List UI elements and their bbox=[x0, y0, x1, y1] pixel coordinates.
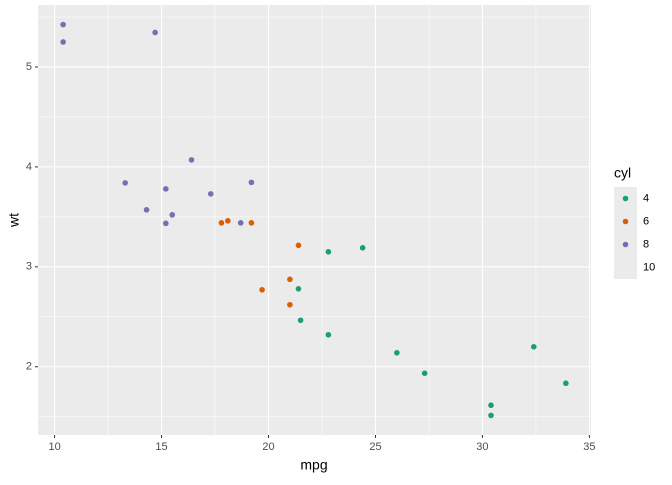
point bbox=[287, 276, 293, 283]
point bbox=[237, 220, 244, 226]
point bbox=[218, 220, 225, 226]
y-tick-label: 4 bbox=[26, 161, 32, 173]
panel bbox=[38, 5, 591, 435]
point bbox=[143, 207, 150, 213]
point bbox=[259, 287, 265, 293]
point bbox=[225, 218, 231, 224]
legend-key bbox=[622, 241, 629, 248]
point bbox=[488, 412, 494, 419]
y-tick-label: 3 bbox=[26, 261, 32, 273]
point bbox=[207, 191, 214, 197]
x-axis-title: mpg bbox=[300, 457, 327, 473]
x-tick-label: 35 bbox=[583, 441, 595, 453]
legend-label: 10 bbox=[643, 261, 655, 273]
point bbox=[60, 39, 66, 45]
point bbox=[563, 380, 569, 387]
x-tick-label: 30 bbox=[476, 441, 488, 453]
point bbox=[488, 402, 494, 409]
point bbox=[60, 21, 66, 28]
x-tick-label: 20 bbox=[262, 441, 274, 453]
x-tick-label: 25 bbox=[369, 441, 381, 453]
point bbox=[325, 331, 332, 338]
point bbox=[297, 317, 304, 324]
y-tick-label: 5 bbox=[26, 61, 32, 73]
point bbox=[188, 157, 195, 163]
point bbox=[295, 242, 302, 249]
point bbox=[152, 29, 158, 36]
legend-key bbox=[622, 218, 629, 225]
legend-label: 6 bbox=[643, 215, 649, 227]
point bbox=[295, 286, 302, 292]
x-tick-label: 15 bbox=[155, 441, 167, 453]
point bbox=[359, 245, 366, 251]
legend-key bbox=[622, 195, 629, 202]
point bbox=[421, 370, 428, 377]
y-tick-label: 2 bbox=[26, 361, 32, 373]
legend-key-background bbox=[614, 187, 637, 279]
point bbox=[530, 343, 537, 350]
y-axis-title: wt bbox=[6, 213, 22, 228]
legend-label: 4 bbox=[643, 192, 649, 204]
point bbox=[163, 220, 169, 227]
point bbox=[287, 301, 293, 308]
point bbox=[325, 249, 332, 255]
point bbox=[163, 186, 169, 192]
point bbox=[394, 349, 400, 356]
point bbox=[248, 220, 255, 226]
legend-title: cyl bbox=[614, 165, 631, 181]
point bbox=[169, 212, 176, 218]
point bbox=[122, 180, 128, 186]
x-tick-label: 10 bbox=[48, 441, 60, 453]
point bbox=[248, 179, 255, 186]
legend-label: 8 bbox=[643, 238, 649, 250]
